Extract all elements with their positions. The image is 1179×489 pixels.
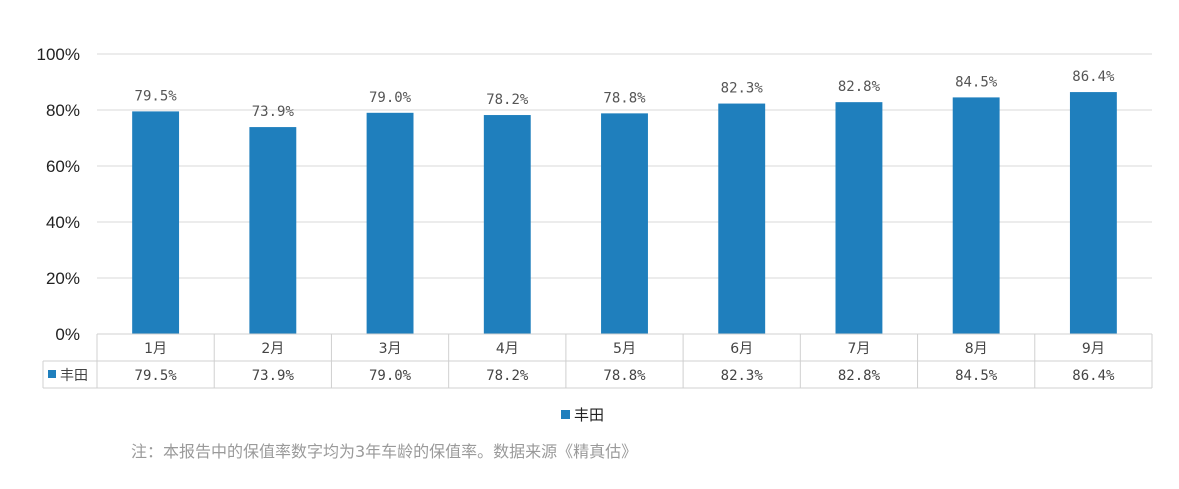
footnote: 注：本报告中的保值率数字均为3年车龄的保值率。数据来源《精真估》 [131, 442, 638, 461]
data-table: 1月 79.5% 2月 73.9% 3月 79.0% 4月 78.2% 5月 78.8% 6月 82.… [42, 333, 1153, 389]
data-label: 73.9% [252, 104, 295, 120]
y-tick-label: 20% [46, 269, 80, 288]
table-cell: 82.3% [721, 368, 764, 384]
x-tick-label: 9月 [1082, 341, 1105, 357]
bars [132, 92, 1117, 335]
bar-chart: 0%20%40%60%80%100% 79.5%73.9%79.0% 78.2% 7… [37, 45, 1153, 389]
table-series-label: 丰田 [60, 368, 88, 384]
data-label: 82.3% [721, 81, 764, 97]
x-tick-label: 2月 [261, 341, 284, 357]
data-label: 79.0% [369, 90, 412, 106]
data-label: 86.4% [1072, 69, 1115, 85]
y-tick-label: 0% [55, 325, 80, 344]
table-cell: 79.0% [369, 368, 412, 384]
table-cell: 82.8% [838, 368, 881, 384]
bar [601, 113, 648, 334]
table-cell: 78.8% [603, 368, 646, 384]
x-tick-label: 4月 [496, 341, 519, 357]
bar [249, 127, 297, 334]
data-label: 78.8% [603, 90, 646, 106]
y-tick-label: 60% [46, 157, 80, 176]
data-label: 79.5% [135, 88, 178, 104]
table-legend-swatch [48, 370, 56, 378]
x-tick-label: 8月 [965, 341, 988, 357]
bar [366, 112, 414, 334]
y-tick-label: 80% [46, 101, 80, 120]
y-tick-label: 100% [37, 45, 80, 64]
x-tick-label: 5月 [613, 341, 636, 357]
legend-label: 丰田 [574, 406, 605, 424]
table-cell: 86.4% [1072, 368, 1115, 384]
x-tick-label: 1月 [144, 341, 167, 357]
data-label: 82.8% [838, 79, 881, 95]
legend-swatch [561, 410, 570, 419]
bar [952, 97, 1000, 335]
x-tick-label: 3月 [379, 341, 402, 357]
bar [835, 102, 883, 334]
table-cell: 84.5% [955, 368, 998, 384]
table-cell: 79.5% [135, 368, 178, 384]
data-label: 84.5% [955, 74, 998, 90]
bar [483, 115, 531, 334]
x-tick-label: 7月 [847, 341, 870, 357]
y-tick-label: 40% [46, 213, 80, 232]
bar [718, 103, 766, 334]
data-labels: 79.5% 73.9% 79.0% 78.2% 78.8% 82.3% 82.8% 84.5%… [135, 69, 1115, 120]
x-tick-label: 6月 [730, 341, 753, 357]
table-cell: 78.2% [486, 368, 529, 384]
bar [1069, 92, 1117, 334]
y-axis: 0% 20% 40% 60% 80% 100% [37, 45, 80, 344]
bar [132, 111, 180, 335]
legend: 丰田 [561, 404, 604, 425]
data-label: 78.2% [486, 92, 529, 108]
table-cell: 73.9% [252, 368, 295, 384]
